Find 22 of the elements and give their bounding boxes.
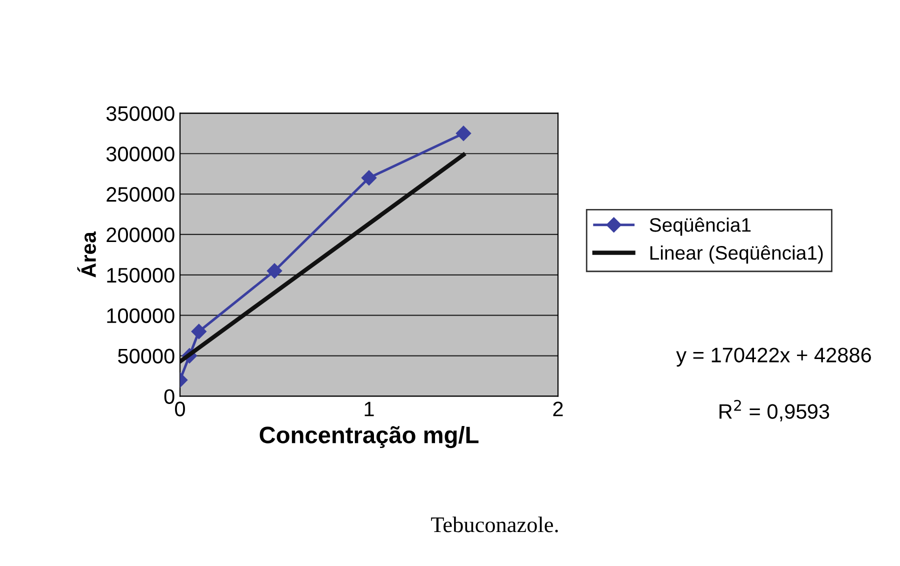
- y-tick-label: 150000: [107, 268, 174, 283]
- x-tick-label: 1: [364, 402, 374, 416]
- legend-label: Seqüência1: [650, 218, 751, 236]
- text: R$^{2}$ = 0,9593: [720, 400, 830, 422]
- y-tick-label: 350000: [106, 106, 174, 121]
- x-tick-label: 2: [553, 402, 563, 416]
- point: [361, 170, 377, 186]
- y-tick-label: 0: [164, 389, 174, 404]
- y-axis-title: Área: [77, 231, 96, 278]
- text: Tebuconazole.: [431, 516, 558, 532]
- y-tick-label: 250000: [106, 187, 174, 202]
- y-tick-label: 100000: [107, 308, 174, 324]
- point: [456, 126, 472, 141]
- legend-label: Linear (Seqüência1): [650, 245, 823, 264]
- x-axis-title: Concentração mg/L: [260, 426, 478, 448]
- text: y = 170422x + 42886: [676, 348, 871, 367]
- point: [266, 263, 282, 278]
- y-tick-label: 300000: [106, 146, 174, 162]
- y-tick-label: 50000: [118, 348, 174, 364]
- x-tick-label: 0: [175, 402, 185, 416]
- point: [191, 324, 206, 340]
- y-tick-label: 200000: [106, 227, 174, 242]
